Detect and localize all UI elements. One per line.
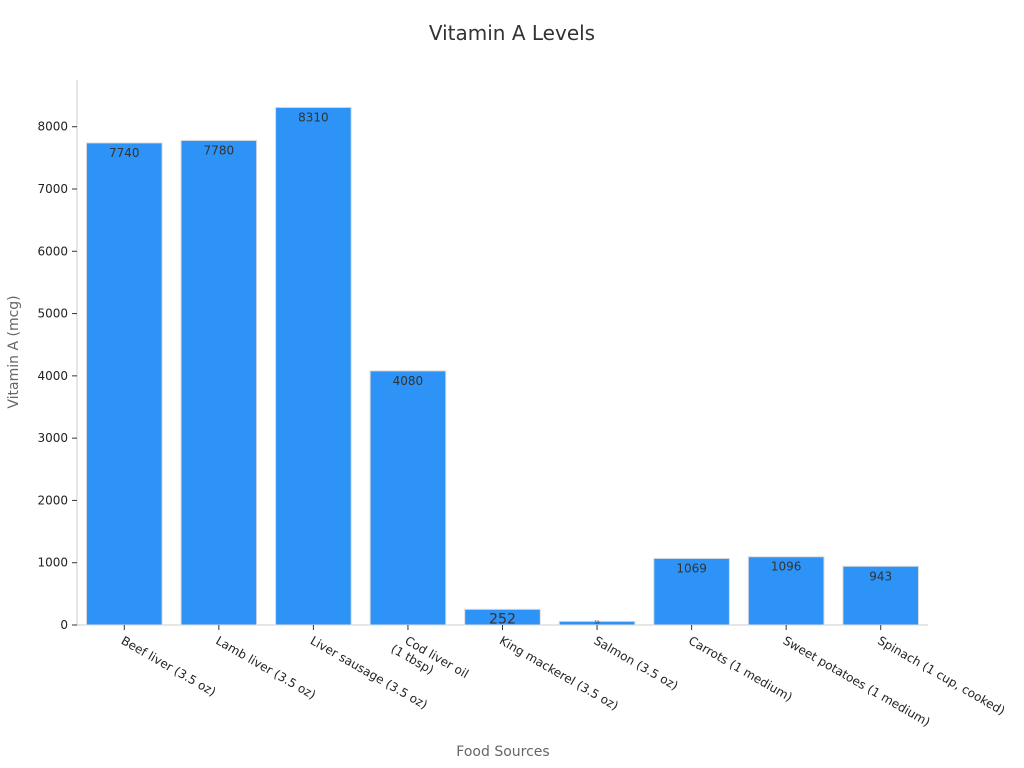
y-tick-label: 3000 bbox=[37, 431, 68, 445]
x-tick-label: Lamb liver (3.5 oz) bbox=[213, 633, 318, 702]
x-axis-title: Food Sources bbox=[456, 744, 549, 760]
chart-title: Vitamin A Levels bbox=[429, 21, 595, 45]
data-label: 252 bbox=[489, 611, 516, 627]
y-tick-label: 8000 bbox=[37, 120, 68, 134]
y-tick-label: 5000 bbox=[37, 307, 68, 321]
x-tick-label: Salmon (3.5 oz) bbox=[592, 633, 681, 692]
y-axis-title: Vitamin A (mcg) bbox=[6, 295, 22, 408]
y-tick-label: 6000 bbox=[37, 244, 68, 258]
data-label: 7740 bbox=[109, 146, 140, 160]
bar bbox=[842, 565, 920, 626]
y-tick-label: 0 bbox=[60, 618, 68, 632]
data-label: 1096 bbox=[771, 560, 802, 574]
bar bbox=[85, 142, 163, 626]
plot-area: 0 1000 2000 3000 4000 5000 6000 7000 8000 7740 Bee… bbox=[37, 80, 1007, 729]
data-label: 8310 bbox=[298, 110, 329, 124]
x-tick-label: Carrots (1 medium) bbox=[686, 633, 795, 704]
bar bbox=[369, 370, 447, 626]
y-tick-label: 1000 bbox=[37, 556, 68, 570]
bar bbox=[180, 139, 258, 626]
data-label: 59 bbox=[595, 620, 601, 625]
x-tick-label: Beef liver (3.5 oz) bbox=[119, 633, 219, 699]
y-tick-label: 2000 bbox=[37, 493, 68, 507]
x-tick-label: Sweet potatoes (1 medium) bbox=[781, 633, 933, 729]
bar bbox=[747, 556, 825, 626]
data-label: 7780 bbox=[204, 143, 235, 157]
data-label: 1069 bbox=[676, 561, 707, 575]
y-tick-label: 7000 bbox=[37, 182, 68, 196]
data-label: 943 bbox=[869, 569, 892, 583]
data-label: 4080 bbox=[393, 374, 424, 388]
bar bbox=[275, 106, 352, 626]
y-tick-label: 4000 bbox=[37, 369, 68, 383]
